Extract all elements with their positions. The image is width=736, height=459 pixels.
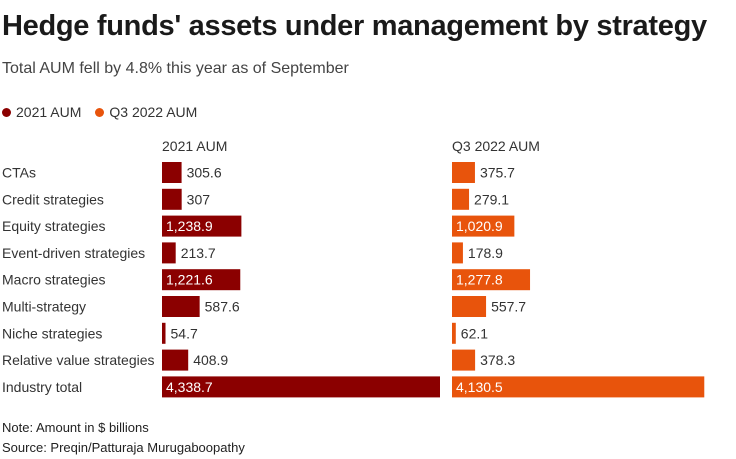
bar bbox=[162, 376, 440, 398]
category-label: Multi-strategy bbox=[2, 299, 86, 315]
data-label: 378.3 bbox=[480, 352, 515, 368]
bar bbox=[162, 322, 166, 344]
panel-header: Q3 2022 AUM bbox=[452, 138, 540, 154]
chart-title: Hedge funds' assets under management by … bbox=[2, 10, 707, 42]
bar bbox=[162, 349, 189, 371]
bar bbox=[452, 215, 515, 237]
data-label: 1,221.6 bbox=[166, 272, 213, 288]
bar bbox=[452, 376, 705, 398]
bar bbox=[162, 162, 182, 183]
category-label: CTAs bbox=[2, 165, 36, 181]
bar bbox=[452, 162, 475, 183]
data-label: 305.6 bbox=[187, 165, 222, 181]
category-label: Macro strategies bbox=[2, 272, 105, 288]
legend-item-2021: 2021 AUM bbox=[2, 104, 81, 120]
bar bbox=[162, 269, 241, 291]
legend-item-q3-2022: Q3 2022 AUM bbox=[95, 104, 197, 120]
data-label: 557.7 bbox=[491, 299, 526, 315]
bar bbox=[452, 269, 531, 291]
legend-swatch-2021 bbox=[2, 107, 11, 117]
category-label: Equity strategies bbox=[2, 218, 106, 234]
legend-label-2021: 2021 AUM bbox=[16, 104, 82, 120]
chart-source: Source: Preqin/Patturaja Murugaboopathy bbox=[2, 440, 245, 455]
data-label: 307 bbox=[187, 191, 211, 207]
data-label: 1,238.9 bbox=[166, 218, 213, 234]
data-label: 4,130.5 bbox=[456, 379, 503, 395]
chart-note: Note: Amount in $ billions bbox=[2, 420, 149, 435]
legend-swatch-q3-2022 bbox=[95, 107, 105, 117]
bar bbox=[452, 349, 476, 371]
chart-subtitle: Total AUM fell by 4.8% this year as of S… bbox=[2, 60, 349, 77]
bar bbox=[452, 322, 456, 344]
category-label: Niche strategies bbox=[2, 325, 102, 341]
bar bbox=[162, 188, 182, 210]
data-label: 1,020.9 bbox=[456, 218, 503, 234]
category-label: Industry total bbox=[2, 379, 82, 395]
data-label: 408.9 bbox=[193, 352, 228, 368]
bar bbox=[452, 242, 463, 264]
category-label: Relative value strategies bbox=[2, 352, 155, 368]
data-label: 62.1 bbox=[461, 325, 488, 341]
data-label: 1,277.8 bbox=[456, 272, 503, 288]
data-label: 375.7 bbox=[480, 165, 515, 181]
panel-header: 2021 AUM bbox=[162, 138, 227, 154]
bar bbox=[452, 296, 487, 317]
legend: 2021 AUM Q3 2022 AUM bbox=[2, 104, 211, 120]
data-label: 587.6 bbox=[205, 299, 240, 315]
bar bbox=[162, 296, 200, 317]
bar bbox=[162, 242, 176, 264]
bar bbox=[452, 188, 470, 210]
category-label: Event-driven strategies bbox=[2, 245, 145, 261]
data-label: 54.7 bbox=[171, 325, 198, 341]
category-label: Credit strategies bbox=[2, 191, 104, 207]
legend-label-q3-2022: Q3 2022 AUM bbox=[109, 104, 198, 120]
data-label: 213.7 bbox=[181, 245, 216, 261]
data-label: 4,338.7 bbox=[166, 379, 213, 395]
data-label: 279.1 bbox=[474, 191, 509, 207]
data-label: 178.9 bbox=[468, 245, 503, 261]
bar bbox=[162, 215, 242, 237]
